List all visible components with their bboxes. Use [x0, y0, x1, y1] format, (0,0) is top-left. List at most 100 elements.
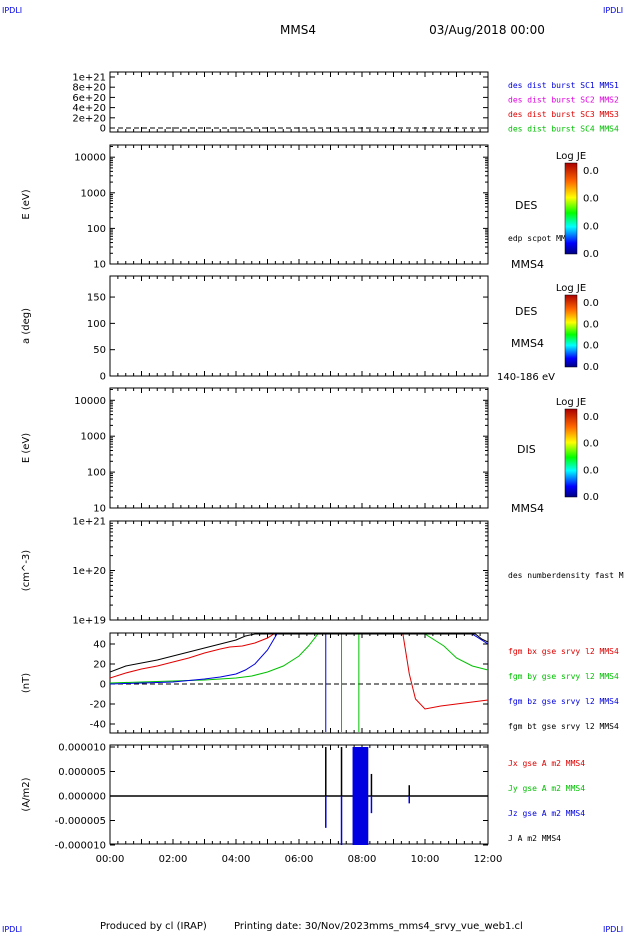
fgm-series-line	[110, 633, 488, 673]
time-axis-tick-label: 00:00	[96, 854, 125, 865]
density-panel-y-tick-label: 1e+19	[72, 616, 106, 627]
edp-scpot-label: edp scpot MMS4	[508, 234, 576, 243]
density-panel-y-tick-label: 1e+21	[72, 517, 106, 528]
fgm-panel-frame	[109, 632, 489, 734]
current-panel-y-tick-label: -0.000005	[55, 816, 106, 827]
time-axis-tick-label: 02:00	[159, 854, 188, 865]
des-pitch-panel-frame	[109, 275, 489, 377]
des-pitch-panel-y-tick-label: 0	[100, 372, 106, 383]
burst-panel-y-tick-label: 4e+20	[72, 103, 106, 114]
burst-panel-y-tick-label: 1e+21	[72, 73, 106, 84]
time-axis-tick-label: 04:00	[222, 854, 251, 865]
current-legend-entry: Jy gse A m2 MMS4	[508, 784, 585, 793]
des-pitch-panel-y-tick-label: 150	[87, 293, 106, 304]
des-pitch-colorbar-tick-label: 0.0	[583, 298, 599, 309]
dis-energy-spacecraft-label: MMS4	[511, 502, 544, 515]
fgm-panel-y-tick-label: 40	[93, 640, 106, 651]
des-energy-panel-y-axis-label: E (eV)	[21, 189, 32, 219]
corner-label-top-left: IPDLI	[2, 6, 22, 15]
fgm-legend-entry: fgm by gse srvy l2 MMS4	[508, 672, 619, 681]
current-panel-frame	[109, 744, 489, 845]
corner-label-bottom-right: IPDLI	[603, 925, 623, 934]
density-panel-y-axis-label: (cm^-3)	[21, 550, 32, 591]
des-energy-panel-y-tick-label: 1000	[81, 188, 106, 199]
fgm-panel-y-tick-label: -20	[90, 700, 106, 711]
fgm-legend-entry: fgm bt gse srvy l2 MMS4	[508, 722, 619, 731]
density-right-label: des numberdensity fast M	[508, 571, 624, 580]
current-panel-y-axis-label: (A/m2)	[21, 777, 32, 811]
des-energy-spacecraft-label: MMS4	[511, 258, 544, 271]
dis-energy-colorbar-title: Log JE	[556, 397, 586, 408]
dis-energy-panel-y-tick-label: 1000	[81, 432, 106, 443]
dis-energy-panel-y-axis-label: E (eV)	[21, 433, 32, 463]
des-pitch-energy-range-label: 140-186 eV	[497, 372, 555, 383]
des-pitch-colorbar-tick-label: 0.0	[583, 341, 599, 352]
fgm-series-line	[110, 633, 488, 685]
current-legend-entry: Jz gse A m2 MMS4	[508, 809, 585, 818]
des-pitch-panel-y-tick-label: 50	[93, 345, 106, 356]
des-energy-colorbar-title: Log JE	[556, 151, 586, 162]
des-pitch-colorbar-title: Log JE	[556, 283, 586, 294]
footer-credit: Produced by cl (IRAP)	[100, 921, 207, 932]
density-panel-frame	[109, 520, 489, 621]
burst-right-label: des dist burst SC2 MMS2	[508, 96, 619, 105]
burst-panel-frame	[109, 71, 489, 133]
dis-energy-panel-y-tick-label: 10000	[74, 396, 106, 407]
burst-panel-y-tick-label: 0	[100, 124, 106, 135]
dis-energy-colorbar	[564, 408, 578, 498]
current-legend-entry: Jx gse A m2 MMS4	[508, 759, 585, 768]
des-energy-colorbar-tick-label: 0.0	[583, 194, 599, 205]
corner-label-top-right: IPDLI	[603, 6, 623, 15]
des-energy-colorbar	[564, 162, 578, 255]
des-pitch-colorbar	[564, 294, 578, 368]
dis-energy-colorbar-tick-label: 0.0	[583, 412, 599, 423]
des-energy-colorbar-tick-label: 0.0	[583, 166, 599, 177]
current-legend-entry: J A m2 MMS4	[508, 834, 561, 843]
burst-panel-y-tick-label: 2e+20	[72, 113, 106, 124]
footer-printing-date: Printing date: 30/Nov/2023	[234, 921, 369, 932]
des-energy-colorbar-tick-label: 0.0	[583, 221, 599, 232]
fgm-panel-y-axis-label: (nT)	[21, 673, 32, 693]
dis-energy-colorbar-tick-label: 0.0	[583, 492, 599, 503]
des-energy-label: DES	[515, 199, 537, 212]
header-datetime: 03/Aug/2018 00:00	[429, 23, 545, 37]
fgm-legend-entry: fgm bz gse srvy l2 MMS4	[508, 697, 619, 706]
des-pitch-colorbar-tick-label: 0.0	[583, 319, 599, 330]
des-energy-panel-y-tick-label: 10000	[74, 153, 106, 164]
dis-energy-colorbar-tick-label: 0.0	[583, 465, 599, 476]
dis-energy-panel-y-tick-label: 10	[93, 504, 106, 515]
dis-energy-label: DIS	[517, 443, 536, 456]
time-axis-tick-label: 08:00	[348, 854, 377, 865]
fgm-series-line	[110, 633, 488, 710]
des-pitch-label: DES	[515, 305, 537, 318]
current-panel-y-tick-label: -0.000010	[55, 841, 106, 852]
fgm-legend-entry: fgm bx gse srvy l2 MMS4	[508, 647, 619, 656]
corner-label-bottom-left: IPDLI	[2, 925, 22, 934]
time-axis-tick-label: 10:00	[411, 854, 440, 865]
current-panel-y-tick-label: 0.000000	[58, 792, 106, 803]
des-energy-panel-y-tick-label: 100	[87, 224, 106, 235]
dis-energy-panel-y-tick-label: 100	[87, 468, 106, 479]
dis-energy-colorbar-tick-label: 0.0	[583, 439, 599, 450]
fgm-series-line	[110, 633, 488, 684]
des-energy-panel-y-tick-label: 10	[93, 260, 106, 271]
current-panel-y-tick-label: 0.000010	[58, 743, 106, 754]
burst-panel-y-tick-label: 6e+20	[72, 93, 106, 104]
burst-right-label: des dist burst SC4 MMS4	[508, 125, 619, 134]
des-energy-panel-frame	[109, 144, 489, 265]
current-burst-band	[352, 747, 369, 845]
density-panel-y-tick-label: 1e+20	[72, 566, 106, 577]
dis-energy-panel-frame	[109, 387, 489, 509]
des-pitch-panel-y-tick-label: 100	[87, 319, 106, 330]
burst-right-label: des dist burst SC1 MMS1	[508, 81, 619, 90]
header-spacecraft: MMS4	[280, 23, 316, 37]
des-energy-colorbar-tick-label: 0.0	[583, 249, 599, 260]
current-panel-y-tick-label: 0.000005	[58, 767, 106, 778]
fgm-panel-y-tick-label: -40	[90, 720, 106, 731]
fgm-panel-y-tick-label: 20	[93, 660, 106, 671]
des-pitch-colorbar-tick-label: 0.0	[583, 362, 599, 373]
des-pitch-spacecraft-label: MMS4	[511, 337, 544, 350]
footer-file-name: mms_mms4_srvy_vue_web1.cl	[369, 921, 523, 932]
